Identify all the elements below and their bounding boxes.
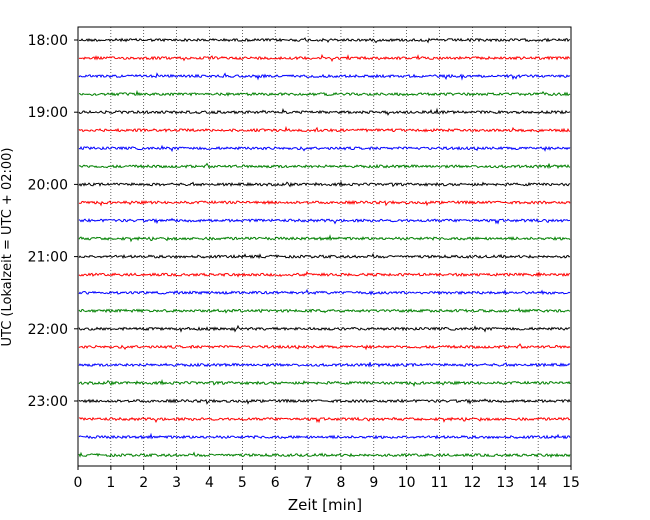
seismogram-trace — [78, 432, 571, 440]
seismogram-trace — [78, 144, 571, 153]
plot-frame — [77, 26, 572, 467]
seismogram-trace — [78, 89, 571, 97]
seismogram-trace — [78, 379, 571, 388]
seismogram-trace — [78, 324, 571, 333]
x-tick-label: 1 — [106, 475, 115, 491]
x-tick-label: 3 — [172, 475, 181, 491]
x-tick-label: 2 — [139, 475, 148, 491]
seismogram-trace — [78, 53, 571, 62]
seismogram-trace — [78, 270, 571, 278]
seismogram-trace — [78, 362, 571, 368]
x-tick-label: 15 — [562, 475, 580, 491]
y-axis-title: UTC (Lokalzeit = UTC + 02:00) — [0, 148, 15, 347]
seismogram-trace — [78, 125, 571, 133]
x-tick-label: 4 — [205, 475, 214, 491]
x-axis-title: Zeit [min] — [288, 496, 362, 514]
seismogram-trace — [78, 288, 571, 296]
y-tick-label: 19:00 — [28, 105, 68, 121]
seismogram-trace — [78, 343, 571, 351]
x-tick-label: 12 — [463, 475, 481, 491]
seismogram-trace — [78, 107, 571, 116]
seismogram-trace — [78, 398, 571, 405]
x-tick-label: 13 — [496, 475, 514, 491]
seismogram-trace — [78, 37, 571, 44]
x-tick-label: 9 — [369, 475, 378, 491]
y-tick-label: 22:00 — [28, 322, 68, 338]
seismogram-trace — [78, 234, 571, 243]
seismogram-trace — [78, 72, 571, 81]
seismogram-trace — [78, 451, 571, 459]
x-tick-label: 8 — [336, 475, 345, 491]
seismogram-trace — [78, 416, 571, 424]
seismogram-trace — [78, 162, 571, 170]
x-tick-label: 5 — [238, 475, 247, 491]
x-tick-label: 14 — [529, 475, 547, 491]
seismogram-trace — [78, 252, 571, 260]
y-axis-ticks: 18:00 19:00 20:00 21:00 22:00 23:00 — [28, 33, 78, 410]
seismogram-trace — [78, 307, 571, 314]
x-tick-label: 7 — [304, 475, 313, 491]
y-tick-label: 21:00 — [28, 250, 68, 266]
y-tick-label: 23:00 — [28, 394, 68, 410]
x-tick-label: 6 — [271, 475, 280, 491]
seismogram-trace — [78, 180, 571, 188]
traces-group — [78, 37, 571, 459]
grid-lines — [110, 27, 539, 466]
x-tick-label: 11 — [431, 475, 449, 491]
y-tick-label: 20:00 — [28, 177, 68, 193]
plot-background — [78, 27, 571, 466]
x-tick-label: 10 — [398, 475, 416, 491]
x-axis-ticks: 0 1 2 3 4 5 6 7 8 9 10 11 12 13 14 15 — [74, 466, 580, 491]
x-tick-label: 0 — [74, 475, 83, 491]
y-tick-label: 18:00 — [28, 33, 68, 49]
seismogram-trace — [78, 217, 571, 225]
seismogram-trace — [78, 199, 571, 207]
